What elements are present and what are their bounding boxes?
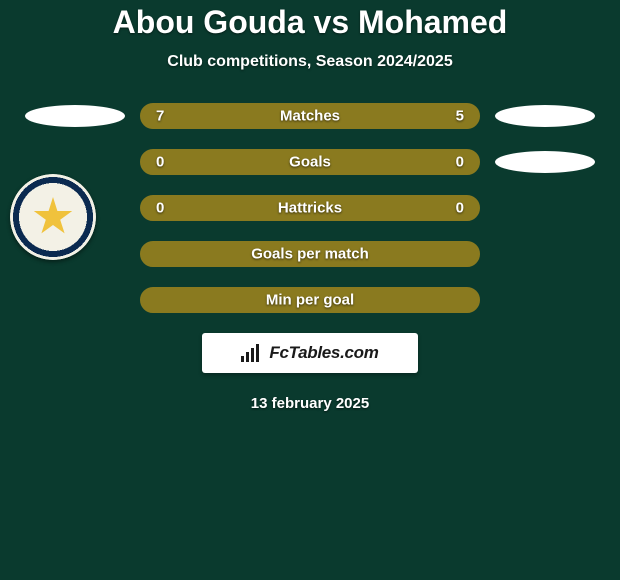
page-title: Abou Gouda vs Mohamed xyxy=(0,4,620,41)
stat-label: Goals per match xyxy=(251,246,369,263)
team-left-crest-wrap xyxy=(10,174,96,260)
date-label: 13 february 2025 xyxy=(0,395,620,412)
stat-bar-goals-per-match: Goals per match xyxy=(140,241,480,267)
stat-label: Min per goal xyxy=(266,292,354,309)
team-right-placeholder-icon xyxy=(495,151,595,173)
branding-badge[interactable]: FcTables.com xyxy=(202,333,418,373)
team-right-placeholder-icon xyxy=(495,105,595,127)
branding-text: FcTables.com xyxy=(269,343,378,363)
side-left xyxy=(20,105,130,127)
stat-label: Matches xyxy=(280,108,340,125)
stat-left-value: 0 xyxy=(156,200,164,217)
stat-row: Min per goal xyxy=(0,287,620,313)
stat-bar-min-per-goal: Min per goal xyxy=(140,287,480,313)
stat-left-value: 0 xyxy=(156,154,164,171)
team-left-placeholder-icon xyxy=(25,105,125,127)
stat-label: Goals xyxy=(289,154,331,171)
stat-right-value: 0 xyxy=(456,200,464,217)
stat-right-value: 0 xyxy=(456,154,464,171)
stat-label: Hattricks xyxy=(278,200,342,217)
stat-row: 0 Goals 0 xyxy=(0,149,620,175)
stat-bar-hattricks: 0 Hattricks 0 xyxy=(140,195,480,221)
stat-left-value: 7 xyxy=(156,108,164,125)
comparison-card: Abou Gouda vs Mohamed Club competitions,… xyxy=(0,0,620,580)
team-left-crest xyxy=(10,174,96,260)
stat-bar-matches: 7 Matches 5 xyxy=(140,103,480,129)
bars-chart-icon xyxy=(241,344,263,362)
side-right xyxy=(490,105,600,127)
stat-row: 7 Matches 5 xyxy=(0,103,620,129)
side-right xyxy=(490,151,600,173)
stat-bar-goals: 0 Goals 0 xyxy=(140,149,480,175)
subtitle: Club competitions, Season 2024/2025 xyxy=(0,53,620,71)
stat-right-value: 5 xyxy=(456,108,464,125)
